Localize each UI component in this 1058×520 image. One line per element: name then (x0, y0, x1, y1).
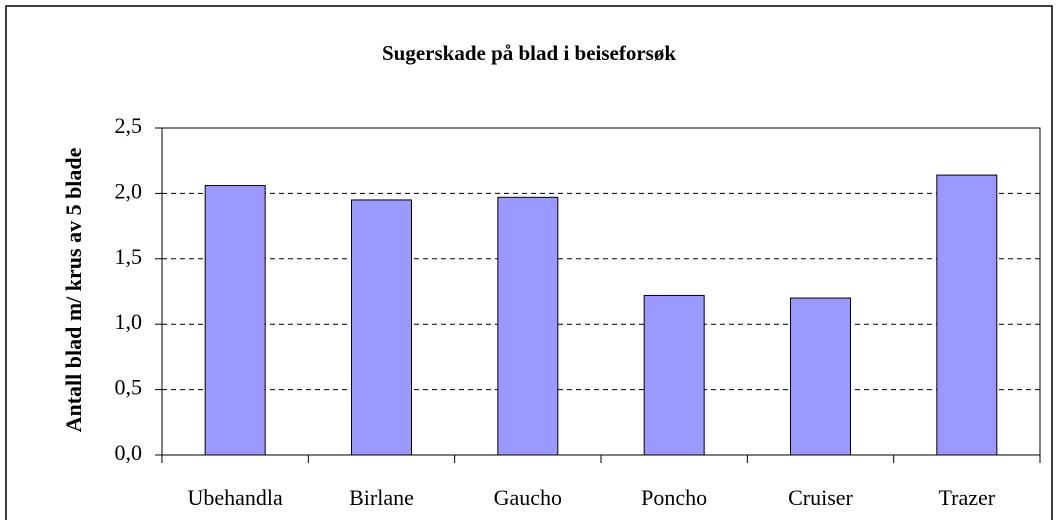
y-tick-label: 2,5 (115, 113, 143, 138)
y-tick-label: 1,0 (115, 309, 143, 334)
x-tick-label: Cruiser (788, 485, 853, 510)
bar (351, 199, 412, 456)
x-tick-label: Gaucho (494, 485, 562, 510)
bar (497, 196, 559, 456)
y-tick-label: 2,0 (115, 178, 143, 203)
x-tick-label: Poncho (641, 485, 707, 510)
y-axis-label: Antall blad m/ krus av 5 blade (61, 147, 86, 432)
y-tick-label: 0,5 (115, 375, 143, 400)
y-tick-label: 0,0 (115, 440, 143, 465)
bar (643, 294, 705, 456)
bar (204, 185, 266, 456)
y-tick-label: 1,5 (115, 244, 143, 269)
bar (790, 297, 851, 456)
x-tick-label: Birlane (349, 485, 414, 510)
bar (936, 174, 998, 456)
chart-title: Sugerskade på blad i beiseforsøk (382, 41, 676, 65)
plot-area (161, 127, 1041, 456)
x-tick-label: Ubehandla (188, 485, 284, 510)
x-tick-label: Trazer (939, 485, 996, 510)
